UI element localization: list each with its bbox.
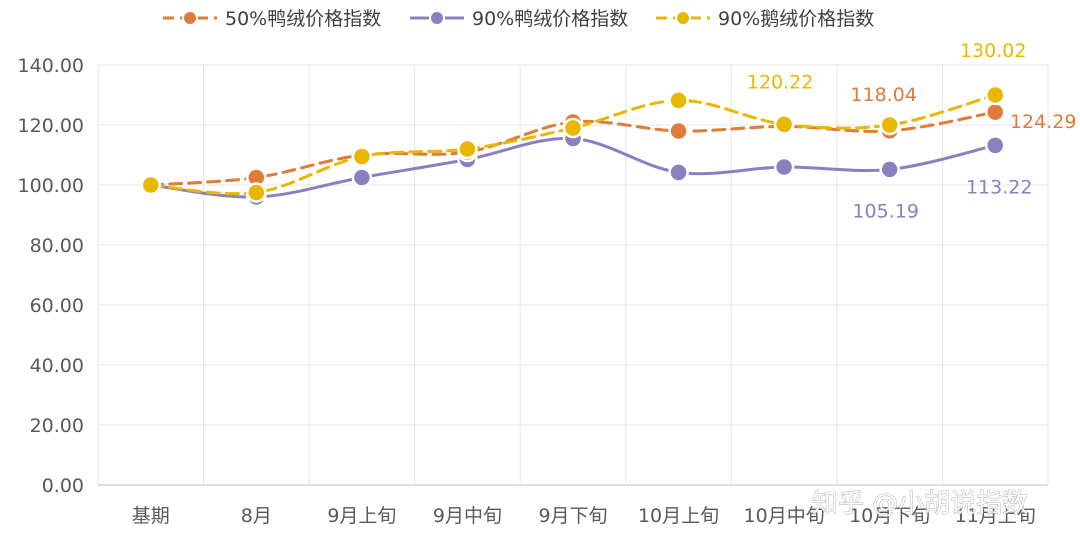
data-point [773, 114, 795, 135]
data-point [984, 84, 1006, 106]
x-tick-label: 10月中旬 [744, 505, 825, 527]
data-point [140, 174, 162, 196]
series-1 [140, 128, 1006, 208]
data-point [773, 156, 795, 178]
y-tick-label: 100.00 [18, 175, 84, 197]
x-tick-label: 9月下旬 [538, 505, 607, 527]
data-point [879, 159, 900, 180]
watermark: 知乎 @小胡说指数 [812, 489, 1028, 519]
data-point [351, 146, 373, 167]
data-label: 120.22 [747, 71, 813, 93]
x-tick-label: 9月中旬 [433, 505, 502, 527]
data-point [879, 114, 900, 136]
data-labels: 120.22 118.04 130.02 124.29 105.19 113.22 [747, 40, 1077, 222]
data-point [668, 90, 689, 111]
y-tick-label: 120.00 [18, 115, 84, 137]
data-point [984, 135, 1006, 156]
x-tick-label: 9月上旬 [327, 505, 396, 527]
data-point [457, 138, 478, 160]
legend-item: 90%鸭绒价格指数 [410, 8, 628, 30]
data-point [246, 182, 267, 203]
legend-label: 90%鸭绒价格指数 [472, 8, 628, 30]
legend-swatch-marker [675, 10, 691, 26]
data-point [351, 167, 373, 188]
data-point [668, 120, 689, 142]
y-tick-label: 40.00 [30, 355, 84, 377]
legend-item: 50%鸭绒价格指数 [163, 8, 381, 30]
y-tick-label: 0.00 [42, 475, 84, 497]
legend-swatch-marker [429, 10, 445, 26]
x-tick-label: 11月上旬 [955, 505, 1036, 527]
y-tick-label: 140.00 [18, 55, 84, 77]
y-tick-label: 60.00 [30, 295, 84, 317]
x-tick-label: 10月下旬 [849, 505, 930, 527]
x-tick-label: 基期 [132, 505, 170, 527]
legend: 50%鸭绒价格指数 90%鸭绒价格指数 90%鹅绒价格指数 [163, 8, 874, 30]
data-point [562, 117, 584, 139]
series-2 [140, 84, 1006, 203]
x-tick-label: 10月上旬 [638, 505, 719, 527]
data-label: 130.02 [960, 40, 1026, 62]
legend-swatch-marker [182, 10, 198, 26]
data-label: 113.22 [966, 176, 1032, 198]
legend-label: 90%鹅绒价格指数 [718, 8, 874, 30]
data-label: 118.04 [850, 84, 916, 106]
data-point [984, 101, 1006, 123]
y-tick-label: 80.00 [30, 235, 84, 257]
data-point [668, 162, 689, 183]
y-tick-label: 20.00 [30, 415, 84, 437]
legend-item: 90%鹅绒价格指数 [656, 8, 874, 30]
x-tick-label: 8月 [241, 505, 272, 527]
legend-label: 50%鸭绒价格指数 [225, 8, 381, 30]
data-label: 124.29 [1010, 111, 1076, 133]
data-label: 105.19 [852, 200, 918, 222]
axes: 0.00 20.00 40.00 60.00 80.00 100.00 120.00 140.… [18, 55, 1036, 527]
series-group [140, 84, 1006, 208]
